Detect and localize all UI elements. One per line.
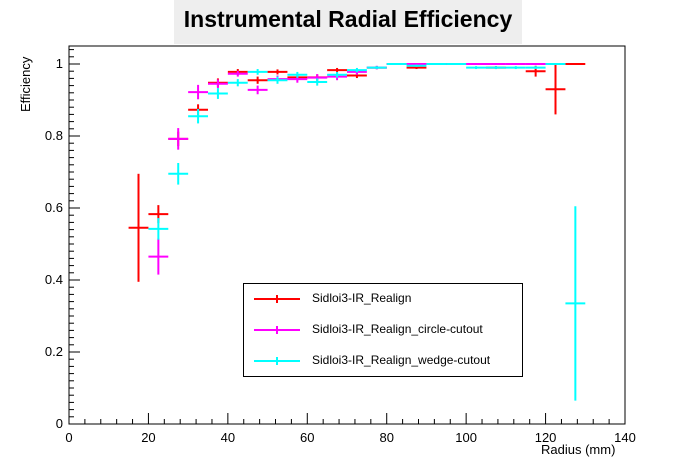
y-tick-label: 0 bbox=[56, 416, 63, 431]
y-axis-label: Efficiency bbox=[18, 56, 33, 112]
x-tick-label: 80 bbox=[379, 430, 393, 445]
x-axis-label: Radius (mm) bbox=[541, 442, 616, 457]
legend-label-wedge-cutout: Sidloi3-IR_Realign_wedge-cutout bbox=[312, 353, 491, 367]
y-tick-label: 0.8 bbox=[45, 128, 63, 143]
legend-swatch-tick-wedge-cutout bbox=[276, 357, 278, 365]
legend-swatch-tick-circle-cutout bbox=[276, 326, 278, 334]
x-tick-label: 20 bbox=[141, 430, 155, 445]
y-tick-label: 0.2 bbox=[45, 344, 63, 359]
chart-title: Instrumental Radial Efficiency bbox=[183, 6, 513, 32]
x-tick-label: 100 bbox=[455, 430, 477, 445]
series-1 bbox=[148, 63, 546, 275]
legend-label-circle-cutout: Sidloi3-IR_Realign_circle-cutout bbox=[312, 322, 483, 336]
x-tick-label: 0 bbox=[65, 430, 72, 445]
x-tick-label: 40 bbox=[221, 430, 235, 445]
legend-label-realign: Sidloi3-IR_Realign bbox=[312, 291, 412, 305]
legend: Sidloi3-IR_Realign Sidloi3-IR_Realign_ci… bbox=[243, 283, 523, 377]
x-tick-label: 140 bbox=[614, 430, 636, 445]
x-tick-label: 120 bbox=[535, 430, 557, 445]
axis-ticks: 0 20 40 60 80 100 120 140 0 0.2 0.4 0.6 0.8 1 bbox=[45, 49, 636, 445]
series-layer bbox=[128, 63, 586, 401]
y-tick-label: 0.4 bbox=[45, 272, 63, 287]
y-tick-label: 0.6 bbox=[45, 200, 63, 215]
series-2 bbox=[148, 63, 586, 401]
legend-entry-wedge-cutout: Sidloi3-IR_Realign_wedge-cutout bbox=[244, 346, 522, 376]
x-tick-label: 60 bbox=[300, 430, 314, 445]
y-tick-label: 1 bbox=[56, 56, 63, 71]
legend-swatch-tick-realign bbox=[276, 295, 278, 303]
plot-frame bbox=[68, 45, 626, 425]
legend-entry-realign: Sidloi3-IR_Realign bbox=[244, 284, 522, 314]
legend-entry-circle-cutout: Sidloi3-IR_Realign_circle-cutout bbox=[244, 315, 522, 345]
chart-title-box: Instrumental Radial Efficiency bbox=[174, 0, 522, 44]
